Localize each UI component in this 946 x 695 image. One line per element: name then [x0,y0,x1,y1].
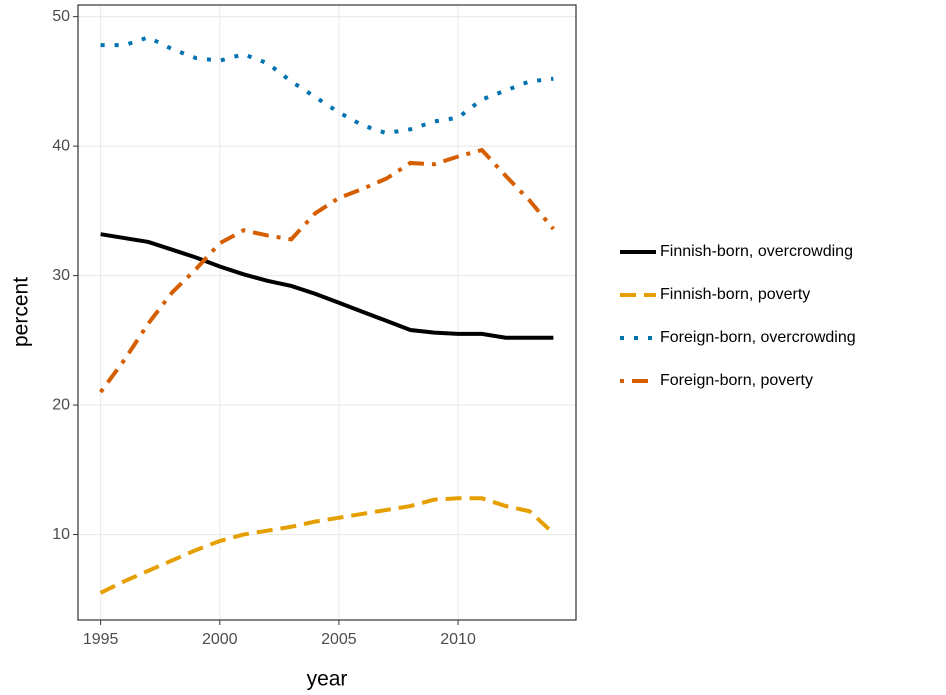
x-tick-label: 2000 [202,631,238,648]
legend-label: Foreign-born, overcrowding [660,329,856,346]
x-tick-label: 2005 [321,631,357,648]
y-tick-label: 50 [52,8,70,25]
x-tick-label: 1995 [83,631,119,648]
line [99,147,555,394]
plot-border [77,4,577,621]
legend-label: Foreign-born, poverty [660,372,813,389]
y-axis-label: percent [10,277,33,347]
legend-label: Finnish-born, overcrowding [660,243,853,260]
y-tick-label: 20 [52,396,70,413]
line [99,496,555,595]
y-tick-label: 40 [52,137,70,154]
plot-background [78,5,576,620]
y-tick-label: 10 [52,526,70,543]
x-tick-label: 2010 [440,631,476,648]
x-axis-label: year [307,668,348,691]
y-tick-label: 30 [52,267,70,284]
line [100,232,554,340]
legend-label: Finnish-born, poverty [660,286,810,303]
